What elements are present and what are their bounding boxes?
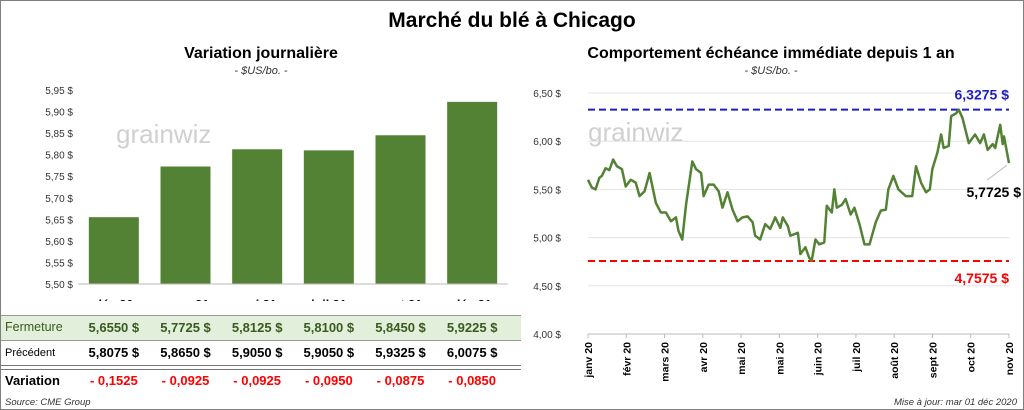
- variation-cell: - 0,0950: [304, 373, 353, 388]
- bar-chart-title: Variation journalière: [184, 45, 338, 62]
- y-tick-label: 5,95 $: [45, 86, 73, 97]
- y-tick-label: 5,70 $: [45, 194, 73, 205]
- y-tick-label: 6,50 $: [533, 89, 561, 100]
- fermeture-cell: 5,8125 $: [231, 320, 283, 335]
- y-tick-label: 5,80 $: [45, 151, 73, 162]
- y-tick-label: 5,65 $: [45, 215, 73, 226]
- y-tick-label: 6,00 $: [533, 137, 561, 148]
- x-category-label: juil 21: [310, 298, 346, 301]
- x-tick-label: août 20: [889, 342, 901, 379]
- bar-chart: grainwiz 5,50 $ 5,55 $ 5,60 $ 5,65 $ 5,70 $ 5,…: [45, 86, 508, 301]
- low-label: 4,7575 $: [955, 270, 1010, 286]
- variation-cell: - 0,0925: [233, 373, 281, 388]
- price-line: [586, 108, 1011, 262]
- variation-label: Variation: [5, 373, 60, 388]
- bar: [160, 166, 211, 284]
- precedent-cell: 5,9050 $: [231, 345, 283, 360]
- y-tick-label: 4,50 $: [533, 282, 561, 293]
- fermeture-cell: 5,8100 $: [303, 320, 355, 335]
- x-tick-label: sept 20: [927, 342, 939, 378]
- precedent-cell: 5,8075 $: [88, 345, 140, 360]
- bar: [375, 135, 426, 284]
- precedent-cell: 5,9325 $: [375, 345, 426, 360]
- y-tick-label: 5,60 $: [45, 237, 73, 248]
- variation-cell: - 0,0875: [376, 373, 425, 388]
- x-tick-label: juil 20: [851, 342, 863, 373]
- y-tick-label: 5,75 $: [45, 172, 73, 183]
- line-chart: 4,00 $ 4,50 $ 5,00 $ 5,50 $ 6,00 $ 6,50 $ grai…: [533, 87, 1022, 382]
- x-tick-label: juin 20: [813, 342, 825, 376]
- x-category-label: déc 21: [453, 298, 492, 301]
- fermeture-cell: 5,9225 $: [446, 320, 498, 335]
- y-tick-label: 5,50 $: [533, 185, 561, 196]
- line-chart-unit: - $US/bo. -: [744, 65, 798, 77]
- update-note: Mise à jour: mar 01 déc 2020: [893, 397, 1017, 408]
- variation-cell: - 0,1525: [89, 373, 138, 388]
- y-tick-label: 5,00 $: [533, 234, 561, 245]
- fermeture-label: Fermeture: [5, 320, 63, 334]
- x-tick-label: mai 20: [736, 342, 748, 375]
- table-divider: [1, 365, 521, 370]
- last-value-leader: [986, 164, 1008, 181]
- variation-cell: - 0,0925: [161, 373, 210, 388]
- fermeture-cell: 5,6550 $: [88, 320, 140, 335]
- precedent-label: Précédent: [5, 347, 56, 359]
- x-category-label: mars 21: [162, 298, 209, 301]
- x-tick-label: oct 20: [966, 342, 978, 373]
- watermark-logo: grainwiz: [116, 119, 211, 149]
- bar-chart-unit: - $US/bo. -: [234, 65, 288, 77]
- x-category-label: mai 21: [238, 298, 277, 301]
- precedent-cell: 6,0075 $: [446, 345, 498, 360]
- variation-cell: - 0,0850: [448, 373, 496, 388]
- x-tick-label: avr 20: [698, 342, 710, 373]
- x-category-label: sept 21: [379, 298, 422, 301]
- y-tick-label: 5,85 $: [45, 129, 73, 140]
- source-note: Source: CME Group: [5, 397, 91, 408]
- fermeture-cell: 5,7725 $: [160, 320, 211, 335]
- y-tick-label: 5,55 $: [45, 258, 73, 269]
- fermeture-cell: 5,8450 $: [375, 320, 426, 335]
- bar: [447, 101, 498, 284]
- x-tick-label: janv 20: [583, 342, 595, 379]
- watermark-logo: grainwiz: [588, 117, 683, 147]
- bar: [303, 150, 354, 284]
- y-tick-label: 4,00 $: [533, 330, 561, 341]
- bar: [232, 149, 283, 284]
- x-tick-label: mai 20: [774, 342, 786, 375]
- high-label: 6,3275 $: [955, 87, 1010, 103]
- y-tick-label: 5,90 $: [45, 108, 73, 119]
- dashboard-title: Marché du blé à Chicago: [388, 9, 636, 32]
- x-tick-label: nov 20: [1004, 342, 1016, 375]
- line-chart-title: Comportement échéance immédiate depuis 1…: [587, 45, 955, 62]
- y-tick-label: 5,50 $: [45, 280, 73, 291]
- x-category-label: déc 20: [94, 298, 133, 301]
- precedent-cell: 5,9050 $: [303, 345, 355, 360]
- precedent-cell: 5,8650 $: [160, 345, 211, 360]
- x-tick-label: mars 20: [660, 342, 672, 382]
- bar: [88, 217, 139, 284]
- x-tick-label: févr 20: [621, 342, 633, 376]
- last-value-label: 5,7725 $: [967, 184, 1022, 200]
- fermeture-row: [1, 315, 521, 341]
